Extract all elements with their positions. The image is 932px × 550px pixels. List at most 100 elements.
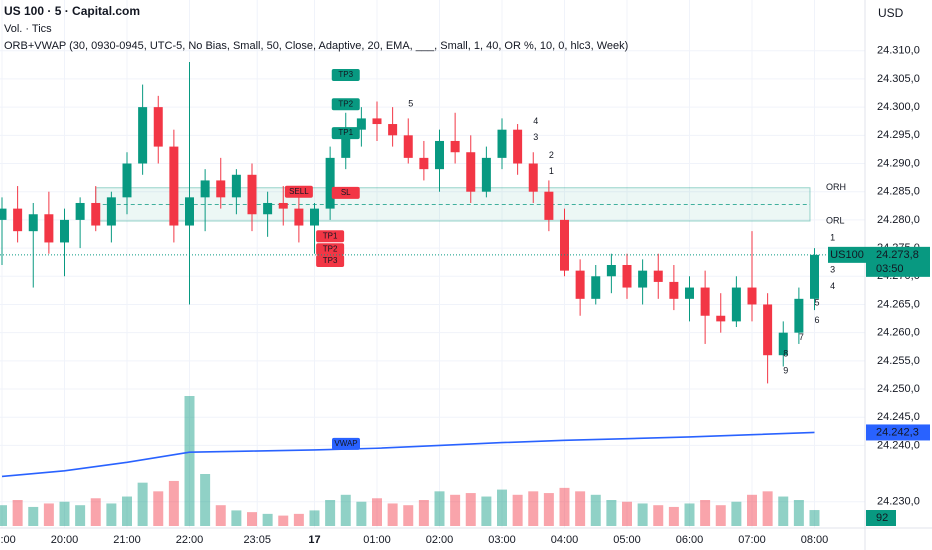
vwap-flag — [332, 437, 360, 450]
volume-bar — [247, 512, 257, 526]
currency: USD — [878, 6, 904, 20]
signal-label: SL — [341, 188, 351, 197]
candle-body — [403, 135, 413, 158]
candle-body — [810, 254, 819, 299]
volume-tag-label: 92 — [876, 512, 888, 524]
candle-body — [419, 157, 429, 170]
candle-body — [216, 180, 226, 198]
volume-bar — [293, 513, 304, 526]
volume-bar — [387, 503, 398, 526]
volume-bar — [215, 505, 226, 526]
candle-body — [28, 214, 38, 232]
candle-body — [575, 270, 585, 299]
volume-bar — [450, 494, 461, 526]
candle-body — [528, 163, 538, 192]
candle-body — [356, 118, 366, 130]
candle-body — [450, 140, 460, 153]
volume-bar — [12, 500, 23, 526]
volume-bar — [590, 494, 601, 526]
candle-body — [310, 208, 319, 226]
volume-bar — [356, 501, 367, 526]
orl-label: ORL — [826, 215, 845, 225]
volume-bar — [200, 474, 211, 526]
x-tick-label: 17 — [308, 534, 320, 546]
volume-bar — [403, 505, 414, 526]
volume-bar — [153, 491, 164, 526]
level-label: 2 — [549, 150, 554, 160]
level-label: 1 — [549, 166, 554, 176]
candle-body — [278, 202, 288, 209]
y-tick-label: 24.255,0 — [877, 355, 920, 367]
countdown: 03:50 — [876, 263, 904, 275]
candle-body — [685, 287, 694, 299]
y-tick-label: 24.305,0 — [877, 73, 920, 85]
volume-bar — [778, 496, 789, 526]
candle-body — [544, 191, 554, 220]
volume-bar — [528, 491, 539, 526]
volume-bar — [747, 494, 757, 526]
candle-body — [716, 315, 726, 322]
signal-label-box — [331, 68, 360, 81]
candle-body — [513, 129, 523, 164]
x-tick-label: 19:00 — [0, 534, 16, 546]
volume-bar — [137, 482, 148, 526]
volume-bar — [465, 493, 476, 526]
x-tick-label: 06:00 — [676, 534, 704, 546]
volume-bar — [418, 500, 429, 526]
volume-bar — [90, 498, 101, 526]
volume-bar — [497, 489, 507, 526]
candle-body — [185, 197, 194, 226]
volume-bar — [0, 505, 7, 526]
level-label: 1 — [830, 232, 835, 242]
x-tick-label: 04:00 — [551, 534, 579, 546]
y-tick-label: 24.245,0 — [877, 411, 920, 423]
x-tick-label: 23:05 — [243, 534, 271, 546]
candle-body — [731, 287, 741, 322]
volume-bar — [434, 491, 445, 526]
x-tick-label: 05:00 — [613, 534, 641, 546]
candle-body — [497, 129, 507, 158]
candle-body — [247, 174, 257, 215]
signal-label-box — [331, 186, 360, 199]
candle-body — [435, 140, 444, 170]
candle-body — [481, 157, 491, 192]
level-label: 7 — [799, 332, 804, 342]
candle-body — [622, 265, 632, 288]
volume-bar — [122, 496, 132, 526]
x-tick-label: 01:00 — [363, 534, 391, 546]
candle-body — [669, 281, 679, 299]
candle-body — [231, 174, 241, 198]
candle-body — [169, 146, 179, 226]
x-tick-label: 20:00 — [51, 534, 79, 546]
volume-bar — [168, 480, 179, 526]
y-tick-label: 24.280,0 — [877, 214, 920, 226]
volume-bar — [637, 503, 648, 526]
signal-label: TP2 — [323, 244, 338, 253]
candle-body — [0, 208, 7, 220]
signal-label: TP1 — [338, 128, 353, 137]
candle-body — [106, 197, 116, 226]
signal-label: TP1 — [323, 231, 338, 240]
y-tick-label: 24.285,0 — [877, 186, 920, 198]
level-label: 6 — [815, 315, 820, 325]
volume-bar — [809, 510, 820, 526]
candle-body — [263, 202, 273, 215]
y-tick-label: 24.230,0 — [877, 496, 920, 508]
volume-bar — [262, 513, 273, 526]
candle-body — [653, 270, 663, 282]
level-label: 4 — [533, 116, 538, 126]
level-label: 5 — [815, 298, 820, 308]
candle-body — [700, 287, 710, 316]
volume-bar — [28, 506, 39, 526]
symbol-tag — [828, 246, 866, 263]
vwap-flag-label: VWAP — [334, 439, 357, 448]
volume-bar — [309, 510, 320, 526]
candle-body — [388, 124, 398, 136]
symbol-tag-label: US100 — [830, 249, 864, 261]
vwap-line — [1, 431, 815, 478]
candle-body — [60, 219, 69, 243]
volume-bar — [512, 494, 523, 526]
level-label: 3 — [533, 132, 538, 142]
